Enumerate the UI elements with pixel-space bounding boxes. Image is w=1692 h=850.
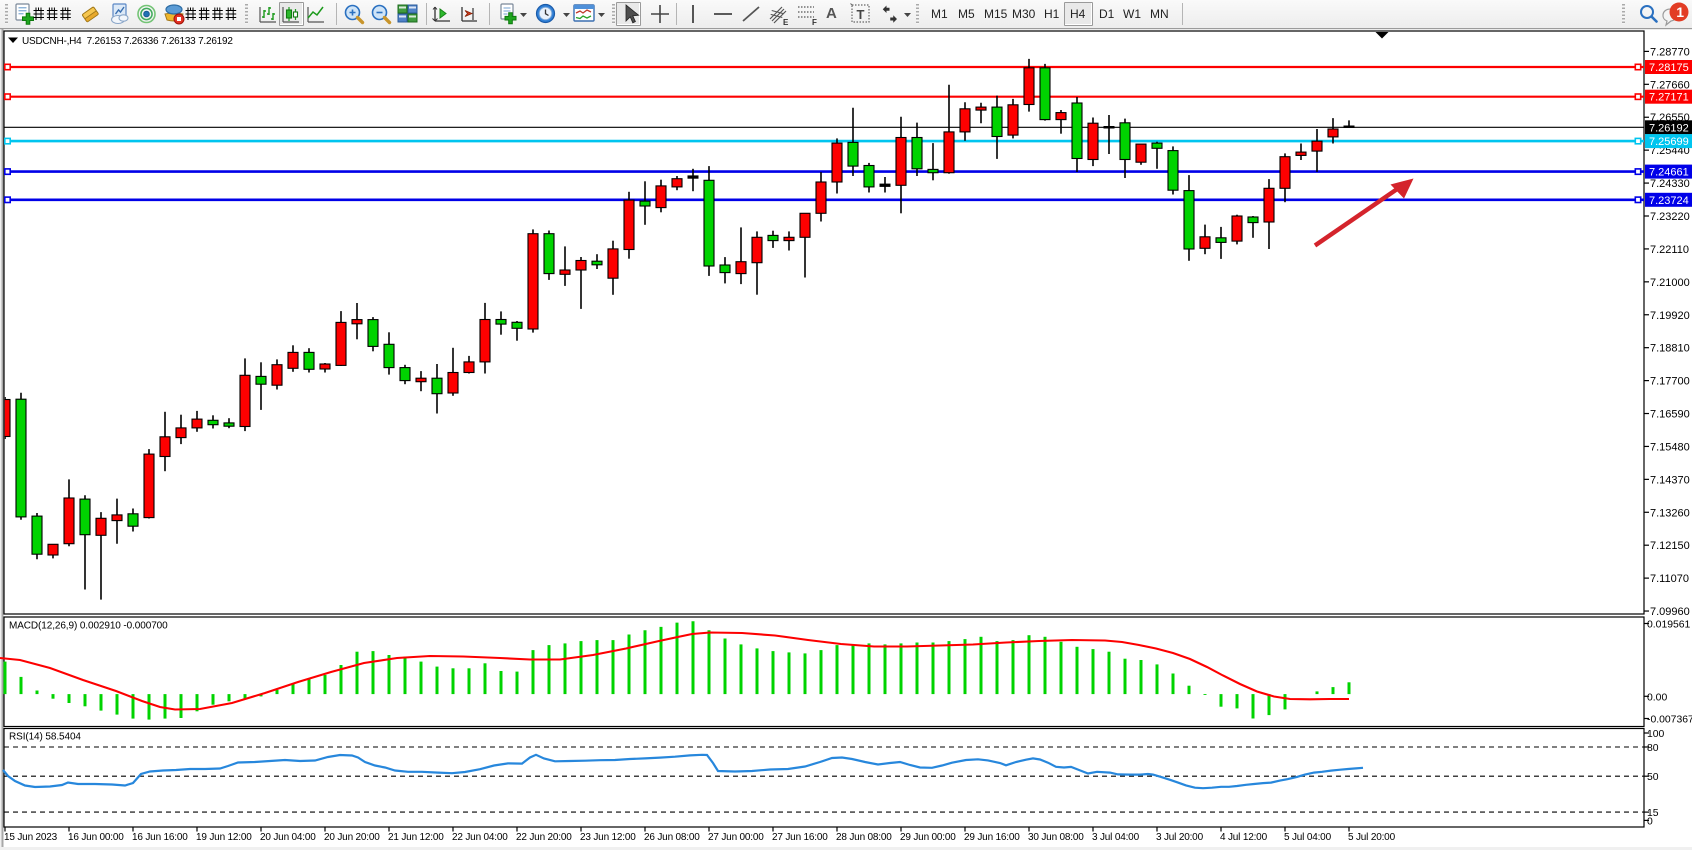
svg-text:30 Jun 08:00: 30 Jun 08:00	[1028, 832, 1084, 843]
svg-text:0: 0	[1647, 816, 1653, 827]
svg-text:20 Jun 04:00: 20 Jun 04:00	[260, 832, 316, 843]
svg-text:16 Jun 00:00: 16 Jun 00:00	[68, 832, 124, 843]
svg-text:7.24330: 7.24330	[1650, 178, 1690, 190]
svg-text:7.21000: 7.21000	[1650, 277, 1690, 289]
svg-text:3 Jul 20:00: 3 Jul 20:00	[1156, 832, 1204, 843]
svg-text:USDCNH-,H4 7.26153 7.26336 7.: USDCNH-,H4 7.26153 7.26336 7.26133 7.261…	[22, 36, 233, 47]
svg-text:29 Jun 00:00: 29 Jun 00:00	[900, 832, 956, 843]
svg-text:0.019561: 0.019561	[1647, 620, 1691, 631]
svg-text:E: E	[783, 18, 789, 27]
svg-text:22 Jun 20:00: 22 Jun 20:00	[516, 832, 572, 843]
svg-text:28 Jun 08:00: 28 Jun 08:00	[836, 832, 892, 843]
svg-text:7.19920: 7.19920	[1650, 310, 1690, 322]
svg-text:7.23724: 7.23724	[1649, 195, 1689, 207]
svg-text:23 Jun 12:00: 23 Jun 12:00	[580, 832, 636, 843]
svg-text:3 Jul 04:00: 3 Jul 04:00	[1092, 832, 1140, 843]
svg-text:T: T	[857, 7, 865, 22]
svg-text:MACD(12,26,9) 0.002910 -0.0007: MACD(12,26,9) 0.002910 -0.000700	[9, 621, 168, 632]
svg-text:7.16590: 7.16590	[1650, 409, 1690, 421]
svg-text:15: 15	[1647, 808, 1659, 819]
svg-text:7.17700: 7.17700	[1650, 376, 1690, 388]
svg-text:7.25440: 7.25440	[1650, 145, 1690, 157]
svg-text:7.25699: 7.25699	[1649, 136, 1689, 148]
svg-text:7.24661: 7.24661	[1649, 167, 1689, 179]
svg-text:16 Jun 16:00: 16 Jun 16:00	[132, 832, 188, 843]
svg-text:27 Jun 16:00: 27 Jun 16:00	[772, 832, 828, 843]
svg-text:22 Jun 04:00: 22 Jun 04:00	[452, 832, 508, 843]
svg-text:7.28770: 7.28770	[1650, 46, 1690, 58]
svg-text:29 Jun 16:00: 29 Jun 16:00	[964, 832, 1020, 843]
svg-text:19 Jun 12:00: 19 Jun 12:00	[196, 832, 252, 843]
svg-text:7.09960: 7.09960	[1650, 606, 1690, 618]
svg-text:7.26192: 7.26192	[1649, 122, 1689, 134]
svg-text:7.13260: 7.13260	[1650, 507, 1690, 519]
svg-text:4 Jul 12:00: 4 Jul 12:00	[1220, 832, 1268, 843]
svg-text:7.22110: 7.22110	[1650, 244, 1689, 256]
svg-text:27 Jun 00:00: 27 Jun 00:00	[708, 832, 764, 843]
svg-text:-0.007367: -0.007367	[1647, 715, 1692, 726]
svg-text:20 Jun 20:00: 20 Jun 20:00	[324, 832, 380, 843]
svg-text:15 Jun 2023: 15 Jun 2023	[4, 832, 58, 843]
svg-text:21 Jun 12:00: 21 Jun 12:00	[388, 832, 444, 843]
svg-text:50: 50	[1647, 772, 1659, 783]
svg-text:26 Jun 08:00: 26 Jun 08:00	[644, 832, 700, 843]
svg-text:5 Jul 04:00: 5 Jul 04:00	[1284, 832, 1332, 843]
svg-text:F: F	[812, 18, 817, 27]
svg-text:7.28175: 7.28175	[1649, 62, 1689, 74]
svg-text:7.23220: 7.23220	[1650, 211, 1690, 223]
svg-text:7.11070: 7.11070	[1650, 573, 1689, 585]
svg-text:7.12150: 7.12150	[1650, 540, 1690, 552]
svg-text:0.00: 0.00	[1647, 692, 1667, 703]
svg-text:5 Jul 20:00: 5 Jul 20:00	[1348, 832, 1396, 843]
svg-text:1: 1	[1676, 4, 1684, 20]
svg-text:RSI(14) 58.5404: RSI(14) 58.5404	[9, 732, 81, 743]
svg-text:7.27660: 7.27660	[1650, 79, 1690, 91]
svg-text:7.18810: 7.18810	[1650, 343, 1690, 355]
svg-text:80: 80	[1647, 743, 1659, 754]
svg-text:7.15480: 7.15480	[1650, 441, 1690, 453]
svg-text:7.27171: 7.27171	[1649, 92, 1689, 104]
svg-text:100: 100	[1647, 729, 1665, 740]
svg-text:7.14370: 7.14370	[1650, 474, 1690, 486]
